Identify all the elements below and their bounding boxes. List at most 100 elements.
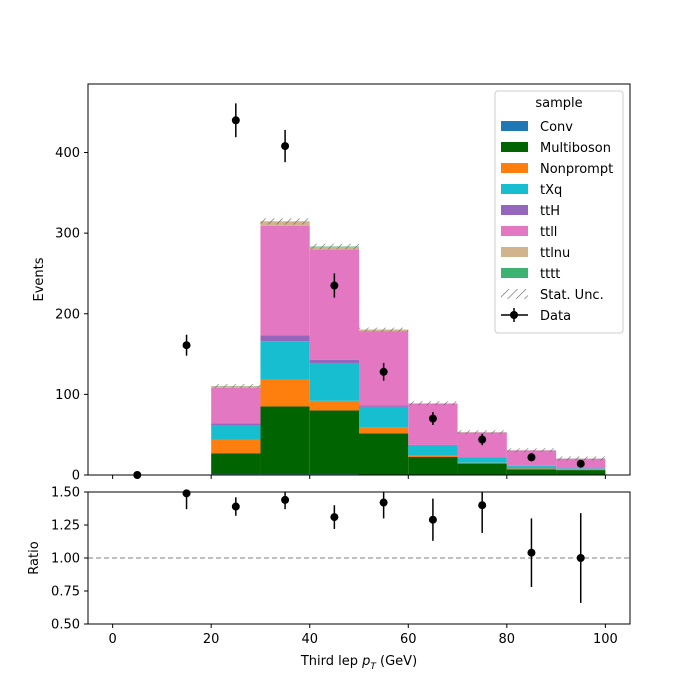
legend-label-conv: Conv xyxy=(540,120,573,135)
legend-swatch-conv xyxy=(501,121,528,131)
data-point-4 xyxy=(330,281,339,290)
bar-multiboson-6 xyxy=(408,457,458,475)
stat-unc-band-8 xyxy=(506,448,557,453)
data-point-9 xyxy=(576,459,585,468)
legend-label-ttlnu: ttlnu xyxy=(540,246,570,261)
x-axis-label-unit: (GeV) xyxy=(376,654,417,669)
x-tick-label-1: 20 xyxy=(203,632,220,647)
bar-ttll-4 xyxy=(309,249,359,360)
ratio-ytick-label-1: 0.75 xyxy=(51,585,80,600)
bar-txq-7 xyxy=(457,457,507,463)
bar-ttll-2 xyxy=(211,387,261,424)
bar-tth-3 xyxy=(260,335,310,342)
ratio-point-5 xyxy=(428,515,437,524)
bar-tth-2 xyxy=(211,423,261,426)
data-point-6 xyxy=(428,414,437,423)
x-tick-label-5: 100 xyxy=(593,632,618,647)
legend-swatch-txq xyxy=(501,184,528,194)
main-ytick-label-2: 200 xyxy=(55,307,80,322)
data-point-2 xyxy=(231,116,240,125)
bar-multiboson-4 xyxy=(309,410,359,475)
data-point-8 xyxy=(527,453,536,462)
ratio-ytick-label-3: 1.25 xyxy=(51,519,80,534)
ratio-y-axis-label: Ratio xyxy=(27,541,42,574)
legend-label-multiboson: Multiboson xyxy=(540,141,611,156)
ratio-ytick-label-2: 1.00 xyxy=(51,552,80,567)
legend-label-ttll: ttll xyxy=(540,225,557,240)
x-tick-label-4: 80 xyxy=(499,632,516,647)
stat-unc-band-7 xyxy=(457,430,507,435)
bar-nonprompt-8 xyxy=(506,468,557,470)
stat-unc-band-2 xyxy=(211,384,261,389)
legend-swatch-nonprompt xyxy=(501,163,528,173)
bar-nonprompt-3 xyxy=(260,379,310,407)
bar-multiboson-3 xyxy=(260,406,310,475)
x-tick-label-0: 0 xyxy=(108,632,116,647)
main-y-axis-label: Events xyxy=(32,257,47,301)
bar-nonprompt-2 xyxy=(211,439,261,454)
legend-title: sample xyxy=(535,96,582,111)
legend-swatch-multiboson xyxy=(501,142,528,152)
x-axis-label: Third lep pT (GeV) xyxy=(300,654,417,672)
x-tick-label-2: 40 xyxy=(301,632,318,647)
ratio-point-8 xyxy=(576,554,585,562)
x-axis-label-sub: T xyxy=(370,662,377,672)
ratio-ytick-label-4: 1.50 xyxy=(51,486,80,501)
bar-txq-6 xyxy=(408,445,458,456)
legend: sample Conv Multiboson Nonprompt tXq ttH ttll t… xyxy=(494,90,624,334)
legend-swatch-ttlnu xyxy=(501,247,528,257)
legend-label-nonprompt: Nonprompt xyxy=(540,162,613,177)
bar-txq-5 xyxy=(359,406,409,428)
legend-swatch-stat-unc xyxy=(501,289,528,299)
bar-multiboson-5 xyxy=(359,433,409,475)
legend-label-tttt: tttt xyxy=(540,267,560,282)
main-ytick-label-1: 100 xyxy=(55,388,80,403)
stat-unc-band-5 xyxy=(359,327,409,332)
x-axis-label-math: p xyxy=(361,654,370,669)
bar-multiboson-7 xyxy=(457,463,507,475)
bar-nonprompt-6 xyxy=(408,455,458,458)
legend-label-tth: ttH xyxy=(540,204,560,219)
legend-label-data: Data xyxy=(540,309,571,324)
x-axis-label-text: Third lep xyxy=(300,654,362,669)
main-ytick-label-4: 400 xyxy=(55,146,80,161)
ratio-point-3 xyxy=(330,513,339,522)
bar-tth-5 xyxy=(359,405,409,407)
bar-multiboson-9 xyxy=(556,470,606,475)
data-point-3 xyxy=(281,142,290,151)
data-point-1 xyxy=(182,341,191,350)
main-frame xyxy=(87,83,631,476)
bar-txq-9 xyxy=(556,468,606,470)
bar-multiboson-8 xyxy=(506,469,557,475)
main-plot: 0 100 200 300 400 Events xyxy=(32,83,631,484)
legend-data-marker xyxy=(510,311,518,319)
ratio-point-2 xyxy=(281,495,290,504)
ratio-point-0 xyxy=(182,489,191,498)
legend-label-stat-unc: Stat. Unc. xyxy=(540,288,604,303)
ratio-point-7 xyxy=(527,548,536,557)
legend-swatch-tttt xyxy=(501,268,528,278)
bar-tth-4 xyxy=(309,359,359,364)
data-point-7 xyxy=(478,435,487,444)
bar-txq-4 xyxy=(309,363,359,401)
bar-nonprompt-7 xyxy=(457,462,507,464)
main-ytick-label-3: 300 xyxy=(55,227,80,242)
bar-nonprompt-5 xyxy=(359,427,409,434)
data-point-5 xyxy=(379,367,388,376)
ratio-ytick-label-0: 0.50 xyxy=(51,618,80,633)
bar-txq-8 xyxy=(506,466,557,469)
legend-swatch-tth xyxy=(501,205,528,215)
bar-txq-2 xyxy=(211,425,261,440)
ratio-point-4 xyxy=(379,498,388,507)
bar-txq-3 xyxy=(260,341,310,380)
stat-unc-band-3 xyxy=(260,218,310,225)
bar-nonprompt-4 xyxy=(309,400,359,411)
main-ytick-label-0: 0 xyxy=(72,469,80,484)
ratio-point-6 xyxy=(478,501,487,510)
ratio-plot: 0.50 0.75 1.00 1.25 1.50 0 20 40 60 80 100 Ratio xyxy=(27,486,631,647)
stat-unc-band-4 xyxy=(309,243,359,250)
bar-tth-6 xyxy=(408,444,458,446)
bar-ttll-3 xyxy=(260,225,310,336)
legend-label-txq: tXq xyxy=(540,183,562,198)
